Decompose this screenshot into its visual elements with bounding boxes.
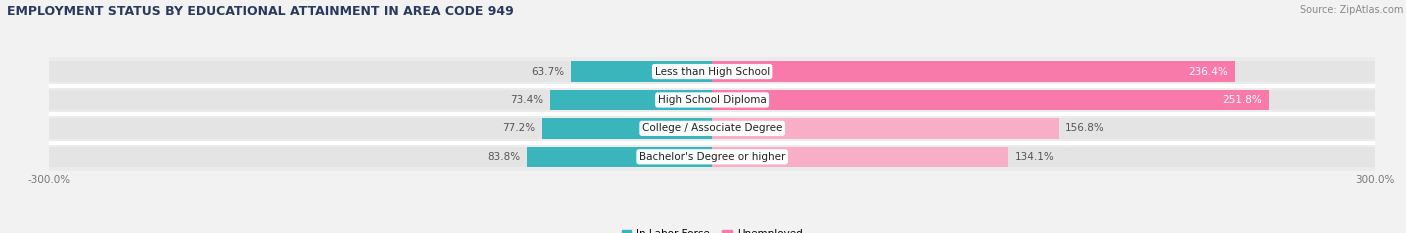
Bar <box>713 90 1268 110</box>
Bar <box>49 86 1375 114</box>
Text: 236.4%: 236.4% <box>1188 67 1227 77</box>
Bar <box>571 61 713 82</box>
Bar <box>49 61 713 82</box>
Text: 83.8%: 83.8% <box>488 152 520 162</box>
Bar <box>713 147 1375 167</box>
Bar <box>541 118 713 139</box>
Bar <box>49 118 713 139</box>
Text: 134.1%: 134.1% <box>1015 152 1054 162</box>
Text: 77.2%: 77.2% <box>502 123 534 133</box>
Text: 251.8%: 251.8% <box>1222 95 1263 105</box>
Text: 156.8%: 156.8% <box>1066 123 1105 133</box>
Text: 73.4%: 73.4% <box>510 95 543 105</box>
Text: Source: ZipAtlas.com: Source: ZipAtlas.com <box>1299 5 1403 15</box>
Bar <box>713 61 1234 82</box>
Text: Bachelor's Degree or higher: Bachelor's Degree or higher <box>638 152 786 162</box>
Bar <box>49 114 1375 143</box>
Text: 63.7%: 63.7% <box>531 67 565 77</box>
Text: College / Associate Degree: College / Associate Degree <box>643 123 782 133</box>
Text: Less than High School: Less than High School <box>655 67 769 77</box>
Bar <box>713 147 1008 167</box>
Bar <box>527 147 713 167</box>
Bar <box>713 90 1375 110</box>
Bar <box>49 143 1375 171</box>
Bar <box>713 61 1375 82</box>
Text: High School Diploma: High School Diploma <box>658 95 766 105</box>
Text: EMPLOYMENT STATUS BY EDUCATIONAL ATTAINMENT IN AREA CODE 949: EMPLOYMENT STATUS BY EDUCATIONAL ATTAINM… <box>7 5 513 18</box>
Bar <box>713 118 1059 139</box>
Legend: In Labor Force, Unemployed: In Labor Force, Unemployed <box>621 230 803 233</box>
Bar <box>49 90 713 110</box>
Bar <box>49 57 1375 86</box>
Bar <box>713 118 1375 139</box>
Bar <box>550 90 713 110</box>
Bar <box>49 147 713 167</box>
